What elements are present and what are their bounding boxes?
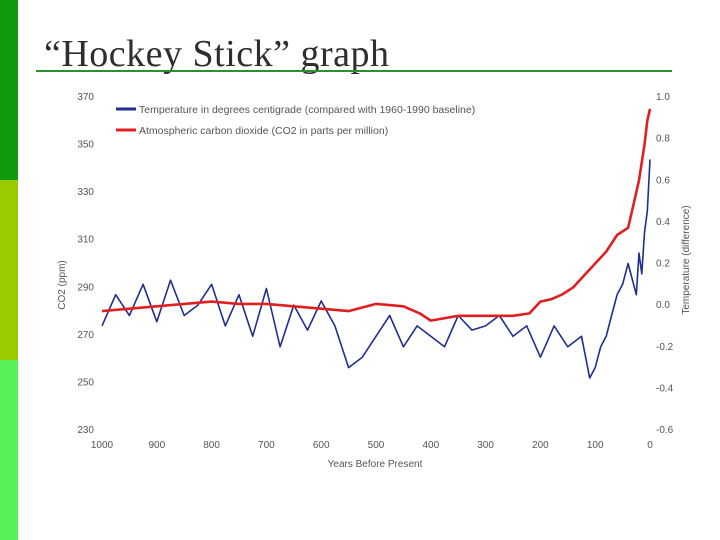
x-tick-label: 0 [647, 440, 653, 451]
y-left-tick-label: 350 [77, 140, 94, 151]
title-underline [36, 70, 672, 72]
accent-bar-top [0, 0, 18, 180]
y-left-tick-label: 330 [77, 187, 94, 198]
accent-bar-bottom [0, 360, 18, 540]
temperature-series-line [101, 159, 651, 379]
legend-label-temperature: Temperature in degrees centigrade (compa… [139, 104, 475, 116]
y-left-tick-label: 290 [77, 282, 94, 293]
x-axis-ticks: 1000 900 800 700 600 500 400 300 200 100 0 [91, 440, 653, 451]
x-tick-label: 100 [587, 440, 604, 451]
hockey-stick-chart: 370 350 330 310 290 270 250 230 1.0 0.8 0.6 0.4 0.2… [57, 92, 692, 470]
legend-label-co2: Atmospheric carbon dioxide (CO2 in parts… [139, 125, 388, 137]
slide-title: “Hockey Stick” graph [44, 33, 390, 75]
y-right-tick-label: 0.4 [656, 217, 670, 228]
y-axis-right-label: Temperature (difference) [681, 205, 692, 314]
y-right-tick-label: -0.4 [656, 383, 674, 394]
x-tick-label: 1000 [91, 440, 114, 451]
y-right-tick-label: -0.6 [656, 425, 674, 436]
y-right-tick-label: 0.2 [656, 259, 670, 270]
x-tick-label: 400 [422, 440, 439, 451]
accent-bar-middle [0, 180, 18, 360]
y-axis-left-label: CO2 (ppm) [57, 260, 68, 309]
x-tick-label: 800 [203, 440, 220, 451]
y-right-tick-label: -0.2 [656, 342, 674, 353]
y-left-tick-label: 250 [77, 377, 94, 388]
x-tick-label: 500 [368, 440, 385, 451]
left-axis-ticks: 370 350 330 310 290 270 250 230 [77, 92, 94, 436]
series-layer [101, 108, 652, 379]
x-axis-label: Years Before Present [328, 459, 423, 470]
y-right-tick-label: 1.0 [656, 92, 670, 103]
x-tick-label: 900 [148, 440, 165, 451]
y-left-tick-label: 310 [77, 235, 94, 246]
y-left-tick-label: 370 [77, 92, 94, 103]
y-right-tick-label: 0.6 [656, 175, 670, 186]
x-tick-label: 600 [313, 440, 330, 451]
y-right-tick-label: 0.8 [656, 134, 670, 145]
x-tick-label: 300 [477, 440, 494, 451]
co2-series-line [101, 108, 652, 322]
y-left-tick-label: 230 [77, 425, 94, 436]
x-tick-label: 200 [532, 440, 549, 451]
right-axis-ticks: 1.0 0.8 0.6 0.4 0.2 0.0 -0.2 -0.4 -0.6 [656, 92, 674, 436]
legend: Temperature in degrees centigrade (compa… [116, 104, 475, 137]
y-right-tick-label: 0.0 [656, 300, 670, 311]
y-left-tick-label: 270 [77, 330, 94, 341]
x-tick-label: 700 [258, 440, 275, 451]
